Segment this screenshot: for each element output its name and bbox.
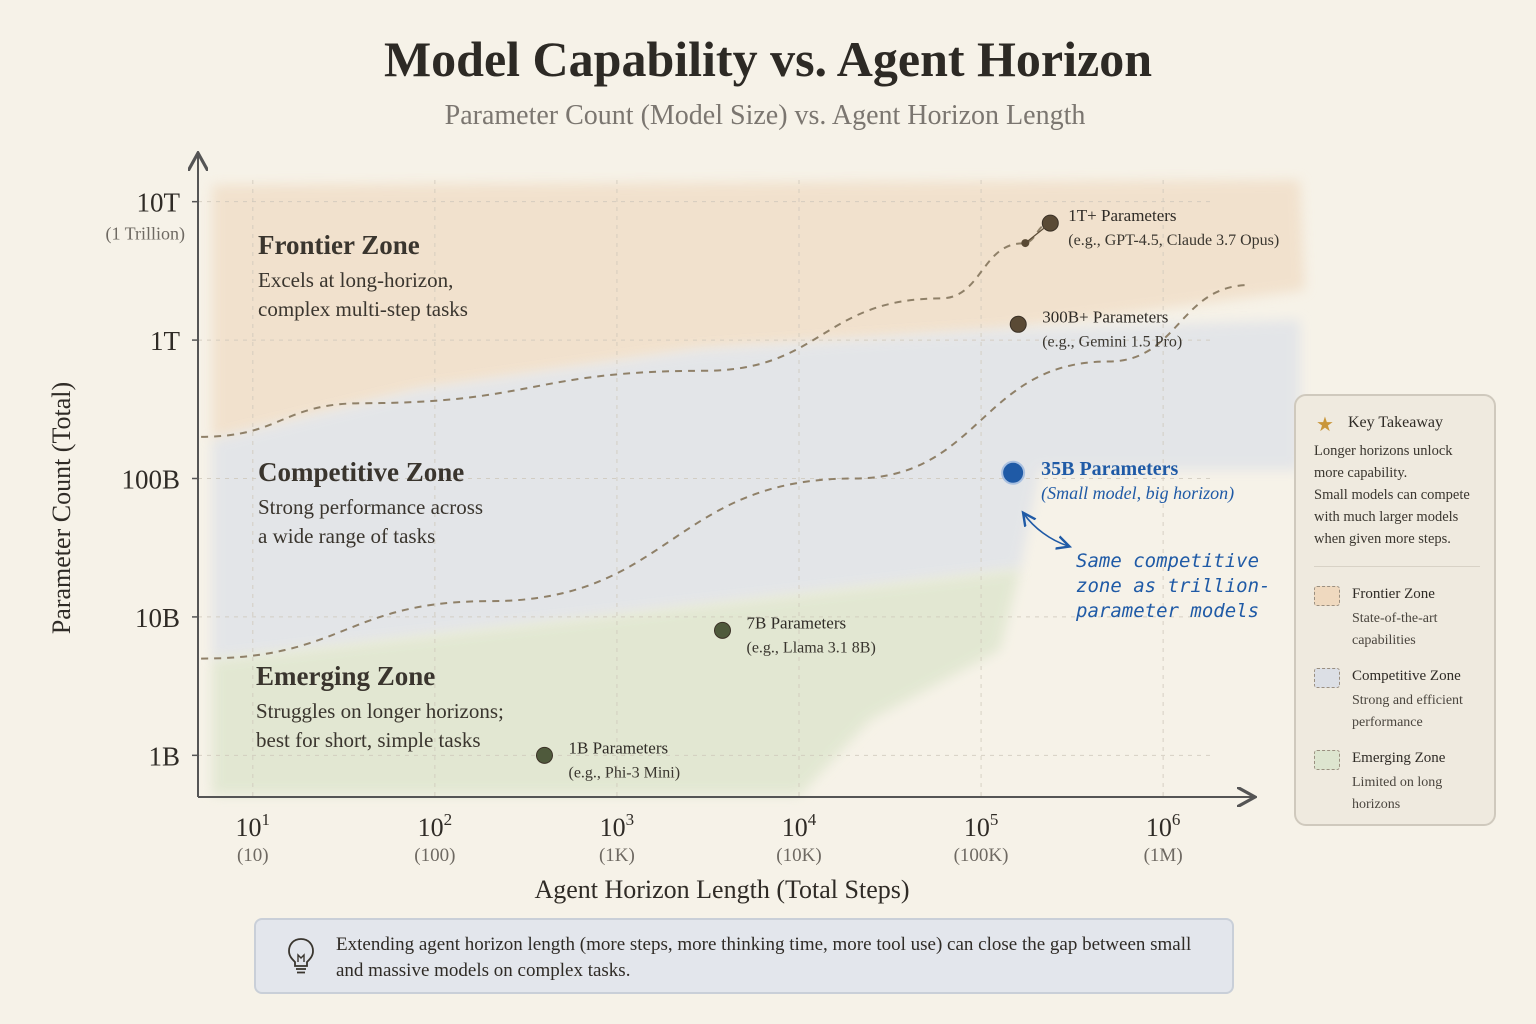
y-tick-label: 100B: [121, 465, 180, 495]
point-note: (e.g., Llama 3.1 8B): [746, 639, 875, 656]
callout-text: Extending agent horizon length (more ste…: [336, 934, 1192, 981]
annotation-arrow: [1024, 514, 1068, 546]
x-tick-sublabel: (100): [414, 845, 455, 866]
x-tick-label: 104: [782, 810, 817, 842]
point-label: 1T+ Parameters: [1068, 206, 1176, 225]
x-tick-sublabel: (10): [237, 845, 269, 866]
lightbulb-icon: [288, 938, 314, 974]
point-label: 35B Parameters: [1041, 458, 1178, 480]
x-tick-label: 101: [236, 810, 271, 842]
competitive-zone-area: [212, 320, 1300, 660]
legend-desc-line: State-of-the-art: [1352, 611, 1438, 626]
legend-item-emerging: Emerging Zone: [1352, 750, 1446, 766]
annotation-text: Same competitive: [1076, 550, 1259, 572]
x-tick-label: 106: [1146, 810, 1181, 842]
key-takeaway-line: Small models can compete: [1314, 487, 1470, 503]
legend-panel: ★ Key Takeaway Longer horizons unlock mo…: [1294, 394, 1496, 826]
legend-item-frontier: Frontier Zone: [1352, 586, 1435, 602]
zone-title: Frontier Zone: [258, 230, 420, 260]
data-point: [1009, 315, 1027, 333]
point-connector: [1024, 222, 1051, 244]
zone-description: Strong performance across: [258, 495, 483, 519]
zone-description: best for short, simple tasks: [256, 728, 481, 752]
legend-item-competitive: Competitive Zone: [1352, 668, 1461, 684]
legend-swatch-competitive: [1314, 668, 1340, 688]
point-note: (e.g., Gemini 1.5 Pro): [1042, 333, 1182, 350]
key-takeaway-text: Longer horizons unlock more capability. …: [1314, 440, 1490, 550]
key-takeaway-line: more capability.: [1314, 465, 1408, 481]
legend-desc-competitive: Strong and efficient performance: [1352, 690, 1492, 734]
legend-desc-frontier: State-of-the-art capabilities: [1352, 608, 1492, 652]
legend-swatch-frontier: [1314, 586, 1340, 606]
x-tick-sublabel: (1K): [599, 845, 635, 866]
y-tick-sublabel: (1 Trillion): [105, 224, 185, 245]
legend-desc-line: Limited on long: [1352, 775, 1443, 790]
x-tick-sublabel: (1M): [1144, 845, 1183, 866]
zone-description: complex multi-step tasks: [258, 297, 468, 321]
y-tick-label: 1B: [148, 741, 180, 771]
data-point: [535, 746, 553, 764]
point-label: 7B Parameters: [746, 613, 846, 632]
legend-swatch-emerging: [1314, 750, 1340, 770]
key-takeaway-line: Longer horizons unlock: [1314, 443, 1453, 459]
key-takeaway-title: Key Takeaway: [1348, 414, 1443, 431]
x-tick-label: 103: [600, 810, 635, 842]
legend-desc-line: capabilities: [1352, 633, 1416, 648]
point-note: (Small model, big horizon): [1041, 483, 1234, 504]
point-note: (e.g., Phi-3 Mini): [568, 764, 680, 781]
y-tick-label: 1T: [150, 326, 181, 356]
legend-divider: [1314, 566, 1480, 567]
chart-title: Model Capability vs. Agent Horizon: [383, 31, 1153, 87]
zone-description: a wide range of tasks: [258, 524, 435, 548]
callout-box: Extending agent horizon length (more ste…: [254, 918, 1234, 994]
star-icon: ★: [1316, 414, 1334, 436]
emerging-zone-area: [212, 570, 1020, 795]
y-tick-label: 10B: [135, 603, 180, 633]
key-takeaway-line: when given more steps.: [1314, 531, 1451, 547]
x-tick-sublabel: (100K): [954, 845, 1009, 866]
point-label: 300B+ Parameters: [1042, 307, 1168, 326]
data-point: [713, 621, 731, 639]
zone-description: Excels at long-horizon,: [258, 268, 453, 292]
x-tick-sublabel: (10K): [776, 845, 821, 866]
annotation-text: parameter models: [1075, 600, 1259, 622]
x-tick-label: 105: [964, 810, 999, 842]
legend-desc-line: performance: [1352, 715, 1423, 730]
y-axis-label: Parameter Count (Total): [47, 382, 76, 634]
annotation-text: zone as trillion-: [1076, 575, 1270, 597]
frontier-zone-area: [212, 180, 1305, 440]
y-tick-label: 10T: [137, 188, 181, 218]
chart-subtitle: Parameter Count (Model Size) vs. Agent H…: [444, 100, 1086, 131]
legend-desc-emerging: Limited on long horizons: [1352, 772, 1492, 816]
key-takeaway-line: with much larger models: [1314, 509, 1459, 525]
x-axis-label: Agent Horizon Length (Total Steps): [534, 875, 909, 904]
point-label: 1B Parameters: [568, 738, 668, 757]
x-tick-label: 102: [418, 810, 453, 842]
zone-title: Emerging Zone: [256, 661, 435, 691]
zone-description: Struggles on longer horizons;: [256, 699, 504, 723]
legend-desc-line: horizons: [1352, 797, 1401, 812]
zone-boundary-0: [201, 222, 1051, 438]
point-note: (e.g., GPT-4.5, Claude 3.7 Opus): [1068, 232, 1279, 249]
data-point: [1001, 460, 1026, 485]
legend-desc-line: Strong and efficient: [1352, 693, 1463, 708]
zone-title: Competitive Zone: [258, 457, 464, 487]
